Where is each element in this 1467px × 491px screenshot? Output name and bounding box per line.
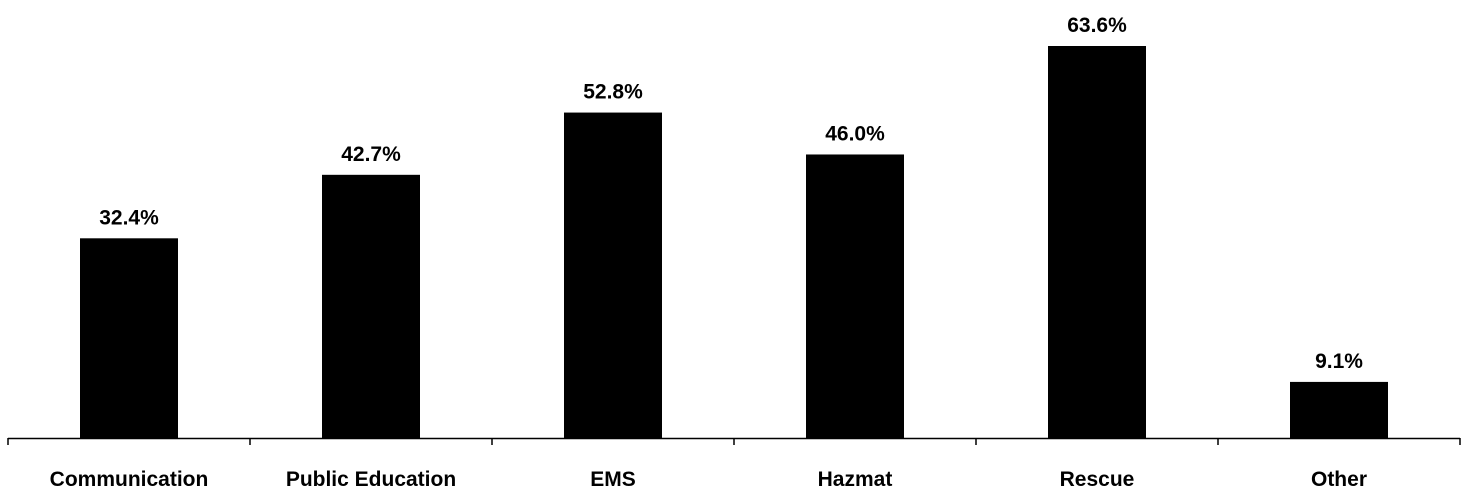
x-tick-labels-group: Communication Public Education EMS Hazmat Re… — [50, 468, 1367, 491]
x-tick-label-other: Other — [1311, 468, 1367, 491]
data-label-other: 9.1% — [1315, 350, 1363, 373]
bar-communication — [80, 238, 178, 438]
data-label-public-education: 42.7% — [341, 143, 401, 166]
x-tick-label-public-education: Public Education — [286, 468, 456, 491]
bar-other — [1290, 381, 1388, 438]
bar-hazmat — [806, 154, 904, 439]
x-tick-label-communication: Communication — [50, 468, 209, 491]
x-axis — [7, 437, 1461, 445]
x-tick-label-ems: EMS — [590, 468, 636, 491]
data-label-rescue: 63.6% — [1067, 14, 1127, 37]
x-tick-label-rescue: Rescue — [1060, 468, 1135, 491]
x-tick-label-hazmat: Hazmat — [818, 468, 893, 491]
bar-rescue — [1048, 46, 1146, 438]
data-label-ems: 52.8% — [583, 81, 643, 104]
data-label-communication: 32.4% — [99, 206, 159, 229]
bar-public-education — [322, 174, 420, 438]
bar-ems — [564, 112, 662, 438]
bars-group — [80, 46, 1388, 439]
data-label-hazmat: 46.0% — [825, 122, 885, 145]
value-labels-group: 32.4% 42.7% 52.8% 46.0% 63.6% 9.1% — [99, 14, 1363, 373]
